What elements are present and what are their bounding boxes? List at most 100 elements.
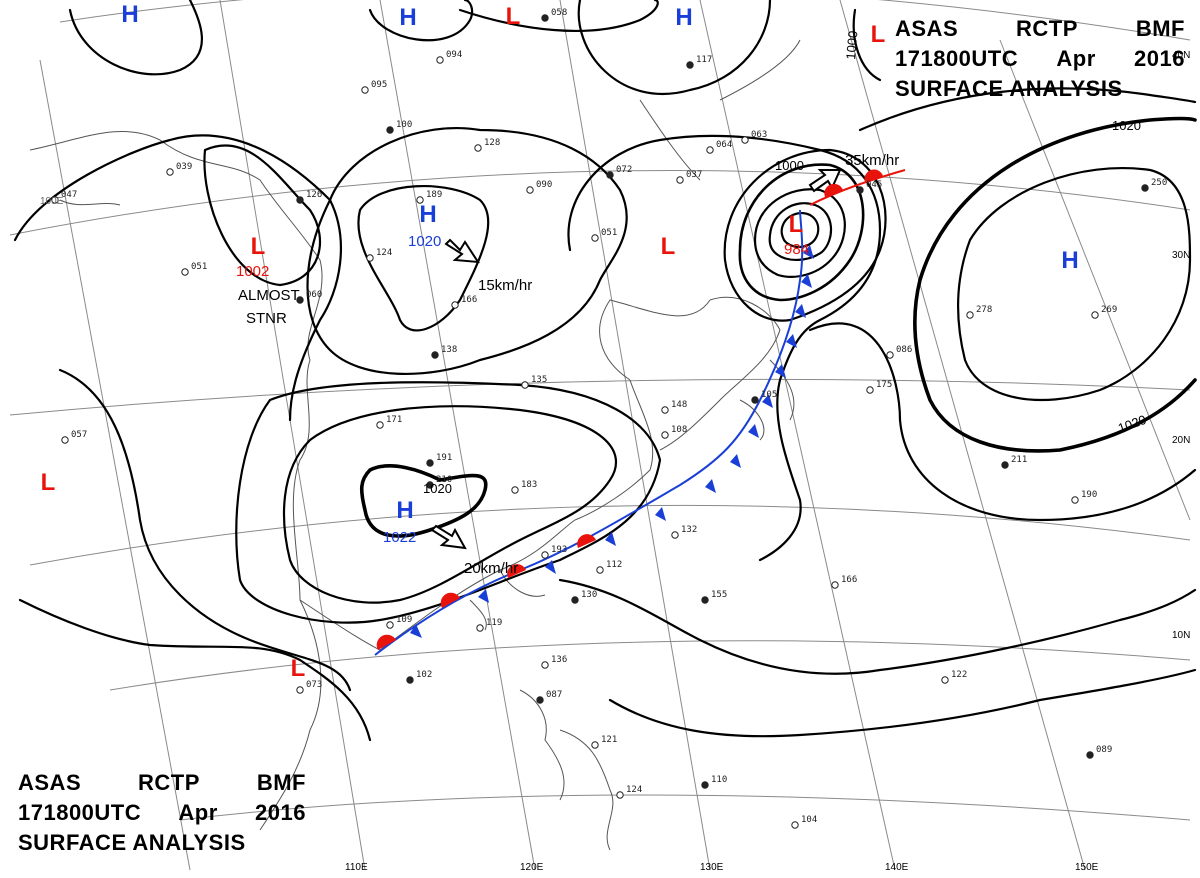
high-pressure-center: H	[675, 4, 692, 31]
lon-label-150e: 150E	[1075, 862, 1099, 873]
isobar-west-lower	[18, 598, 372, 742]
isobar-south-bottom	[608, 668, 1197, 738]
station-pressure-value: 057	[71, 430, 87, 440]
isobar-h1020	[357, 185, 490, 332]
station-marker	[856, 186, 864, 194]
station-marker	[671, 531, 679, 539]
station-marker	[366, 254, 374, 262]
station-marker	[1071, 496, 1079, 504]
low-pressure-center: L	[251, 233, 266, 260]
lat-label-20n: 20N	[1172, 435, 1190, 446]
station-pressure-value: 051	[191, 262, 207, 272]
station-marker	[431, 351, 439, 359]
station-marker	[1141, 184, 1149, 192]
station-marker	[941, 676, 949, 684]
isobar-east-1020	[913, 116, 1197, 453]
isobar-east-h-inner	[956, 166, 1192, 402]
warm-front	[376, 169, 906, 650]
lon-label-120e: 120E	[520, 862, 544, 873]
station-marker	[406, 676, 414, 684]
title-block-top-right: ASAS RCTP BMF 171800UTC Apr 2016 SURFACE…	[895, 14, 1185, 104]
station-pressure-value: 122	[951, 670, 967, 680]
station-marker	[591, 741, 599, 749]
lon-label-140e: 140E	[885, 862, 909, 873]
station-marker	[541, 14, 549, 22]
isobar-south-long	[558, 578, 1197, 675]
station-marker	[296, 296, 304, 304]
station-marker	[526, 186, 534, 194]
station-pressure-value: 045	[866, 180, 882, 190]
station-marker	[966, 311, 974, 319]
isobar-west-wide	[58, 368, 352, 692]
station-pressure-value: 211	[1011, 455, 1027, 465]
lat-label-30n: 30N	[1172, 250, 1190, 261]
station-marker	[866, 386, 874, 394]
station-marker	[436, 56, 444, 64]
station-pressure-value: 121	[601, 735, 617, 745]
station-pressure-value: 051	[601, 228, 617, 238]
station-marker	[536, 696, 544, 704]
title-kind: SURFACE ANALYSIS	[18, 830, 246, 855]
station-pressure-value: 037	[686, 170, 702, 180]
station-pressure-value: 087	[546, 690, 562, 700]
station-plots: 058 094 095 100 128 090 117 064 063 072 037 051 126 1…	[51, 8, 1167, 829]
low-pressure-center: L	[506, 3, 521, 30]
station-pressure-value: 132	[681, 525, 697, 535]
station-marker	[1091, 311, 1099, 319]
lat-label-10n: 10N	[1172, 630, 1190, 641]
station-pressure-value: 104	[801, 815, 817, 825]
isobar-low-ring3	[768, 202, 833, 261]
station-pressure-value: 171	[386, 415, 402, 425]
station-pressure-value: 191	[436, 453, 452, 463]
isobar-l1002-outer	[13, 134, 342, 422]
station-marker	[386, 126, 394, 134]
isobar-north-high	[368, 0, 474, 42]
station-pressure-value: 128	[484, 138, 500, 148]
center-pressure-value: 1022	[383, 529, 416, 546]
station-pressure-value: 089	[1096, 745, 1112, 755]
station-pressure-value: 119	[486, 618, 502, 628]
isobar-north-top	[458, 0, 659, 32]
low-pressure-center: L	[41, 469, 56, 496]
isobar-l1002-inner	[203, 144, 322, 287]
station-marker	[701, 596, 709, 604]
title-code: BMF	[1135, 16, 1185, 41]
isobar-ne-ridge	[577, 0, 772, 96]
title-block-bottom-left: ASAS RCTP BMF 171800UTC Apr 2016 SURFACE…	[18, 768, 306, 858]
station-pressure-value: 072	[616, 165, 632, 175]
station-marker	[831, 581, 839, 589]
title-line-1: ASAS RCTP BMF	[18, 768, 306, 798]
title-line-2: 171800UTC Apr 2016	[18, 798, 306, 828]
station-marker	[676, 176, 684, 184]
station-pressure-value: 130	[581, 590, 597, 600]
station-pressure-value: 095	[371, 80, 387, 90]
station-marker	[166, 168, 174, 176]
title-year: 2016	[255, 800, 306, 825]
station-pressure-value: 105	[761, 390, 777, 400]
title-product: ASAS	[18, 770, 82, 795]
station-pressure-value: 117	[696, 55, 712, 65]
title-month: Apr	[178, 800, 218, 825]
station-marker	[426, 481, 434, 489]
title-line-3: SURFACE ANALYSIS	[18, 828, 306, 858]
station-pressure-value: 250	[1151, 178, 1167, 188]
stnr-label: STNR	[246, 310, 287, 327]
isobar-southeast	[808, 322, 1197, 522]
title-time: 171800UTC	[895, 46, 1019, 71]
coastlines	[29, 39, 801, 851]
station-pressure-value: 063	[751, 130, 767, 140]
station-pressure-value: 126	[306, 190, 322, 200]
station-marker	[701, 781, 709, 789]
isobar-label-1000-ne: 1000	[843, 30, 860, 60]
station-marker	[596, 566, 604, 574]
station-pressure-value: 073	[306, 680, 322, 690]
station-marker	[541, 551, 549, 559]
station-pressure-value: 166	[461, 295, 477, 305]
title-line-3: SURFACE ANALYSIS	[895, 74, 1185, 104]
station-pressure-value: 278	[976, 305, 992, 315]
title-station: RCTP	[138, 770, 200, 795]
station-pressure-value: 100	[396, 120, 412, 130]
station-marker	[181, 268, 189, 276]
station-pressure-value: 210	[436, 475, 452, 485]
station-pressure-value: 166	[841, 575, 857, 585]
